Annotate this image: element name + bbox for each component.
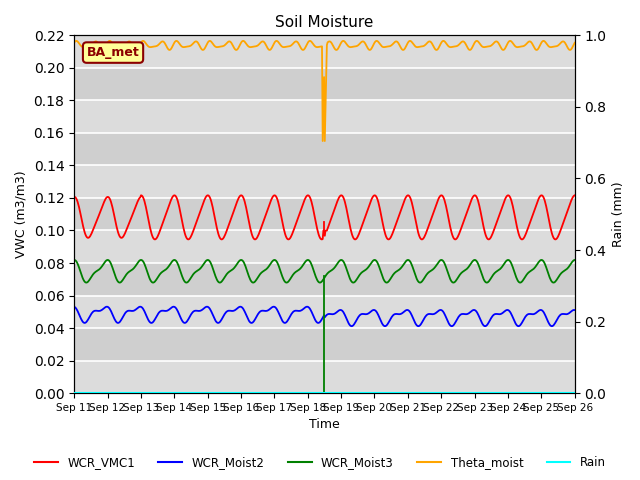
Bar: [74, 360, 575, 393]
Legend: WCR_VMC1, WCR_Moist2, WCR_Moist3, Theta_moist, Rain: WCR_VMC1, WCR_Moist2, WCR_Moist3, Theta_…: [29, 452, 611, 474]
X-axis label: Time: Time: [309, 419, 340, 432]
Bar: [74, 296, 575, 328]
Bar: [74, 198, 575, 230]
Text: BA_met: BA_met: [86, 46, 140, 59]
Bar: [74, 328, 575, 360]
Y-axis label: VWC (m3/m3): VWC (m3/m3): [15, 170, 28, 258]
Bar: [74, 166, 575, 198]
Bar: [74, 36, 575, 68]
Bar: [74, 133, 575, 166]
Bar: [74, 100, 575, 133]
Bar: [74, 68, 575, 100]
Y-axis label: Rain (mm): Rain (mm): [612, 181, 625, 247]
Title: Soil Moisture: Soil Moisture: [275, 15, 374, 30]
Bar: [74, 230, 575, 263]
Bar: [74, 263, 575, 296]
